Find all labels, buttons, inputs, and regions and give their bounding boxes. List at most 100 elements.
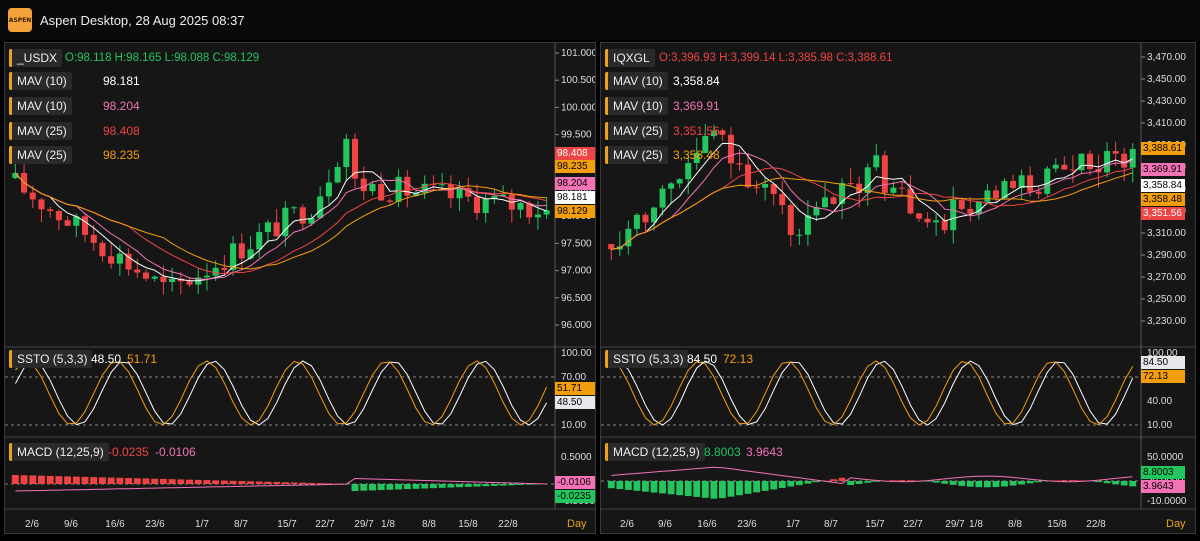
candle-body <box>465 187 472 197</box>
candle-body <box>151 276 158 279</box>
candle-body <box>992 190 999 199</box>
indicator-value: 98.408 <box>103 124 140 138</box>
indicator-tag-ssto[interactable]: SSTO (5,3,3) <box>9 350 93 368</box>
price-axis-label: 100.000 <box>561 102 596 113</box>
candle-body <box>378 184 385 201</box>
candle-body <box>125 253 132 270</box>
price-label-mav25-red: 3,351.56 <box>1141 207 1185 220</box>
indicator-tag-mav10-white[interactable]: MAV (10) <box>9 72 72 90</box>
candle-body <box>668 183 675 189</box>
macd-histogram-bar <box>983 481 991 488</box>
macd-histogram-bar <box>421 484 429 489</box>
indicator-tag-mav10-pink[interactable]: MAV (10) <box>9 97 72 115</box>
candle-body <box>116 253 123 264</box>
macd-histogram-bar <box>386 484 394 490</box>
candle-body <box>633 214 640 229</box>
macd-histogram-bar <box>1026 481 1034 484</box>
macd-histogram-bar <box>29 475 37 484</box>
ssto-d-value: 72.13 <box>723 352 754 366</box>
date-axis-label: 29/7 <box>945 519 965 530</box>
candle-body <box>108 256 115 264</box>
candle-body <box>1121 153 1128 168</box>
macd-histogram-bar <box>1069 480 1077 481</box>
macd-histogram-bar <box>804 481 812 484</box>
candle-body <box>736 163 743 165</box>
macd-histogram-bar <box>889 480 897 481</box>
macd-signal-label: 3.9643 <box>1141 480 1185 493</box>
macd-histogram-bar <box>1120 481 1128 486</box>
timeframe-label[interactable]: Day <box>567 518 587 530</box>
ssto-axis-label: 70.00 <box>561 372 586 383</box>
macd-histogram-bar <box>1078 480 1085 481</box>
macd-value: 8.8003 <box>704 445 741 459</box>
indicator-tag-macd[interactable]: MACD (12,25,9) <box>9 443 109 461</box>
macd-value-label: 8.8003 <box>1141 466 1185 479</box>
macd-axis-label: 0.5000 <box>561 452 592 463</box>
macd-axis-label: 50.0000 <box>1147 452 1184 463</box>
symbol-tag[interactable]: _USDX <box>9 49 63 67</box>
indicator-value: 98.181 <box>103 74 140 88</box>
ssto-d-value: 51.71 <box>127 352 158 366</box>
macd-histogram-bar <box>907 480 914 481</box>
candle-body <box>1129 149 1136 168</box>
symbol-tag[interactable]: IQXGL <box>605 49 655 67</box>
candle-body <box>142 272 150 279</box>
indicator-tag-macd[interactable]: MACD (12,25,9) <box>605 443 705 461</box>
macd-signal-value: -0.0106 <box>155 445 196 459</box>
candle-body <box>975 201 982 214</box>
candle-body <box>456 187 463 199</box>
macd-histogram-bar <box>795 481 803 486</box>
macd-histogram-bar <box>490 484 498 486</box>
indicator-tag-mav25-orange[interactable]: MAV (25) <box>9 146 72 164</box>
macd-histogram-bar <box>11 475 19 484</box>
chart-canvas-usdx[interactable]: 101.000100.500100.00099.50099.00098.5009… <box>5 43 596 534</box>
candle-body <box>796 234 803 236</box>
indicator-tag-ssto[interactable]: SSTO (5,3,3) <box>605 350 689 368</box>
candle-body <box>1086 153 1093 170</box>
candle-body <box>212 267 219 276</box>
macd-histogram-bar <box>813 481 820 483</box>
macd-histogram-bar <box>464 484 472 487</box>
macd-histogram-bar <box>456 484 464 488</box>
candle-body <box>325 182 332 197</box>
candle-body <box>676 179 683 184</box>
indicator-tag-mav25-red[interactable]: MAV (25) <box>9 122 72 140</box>
macd-histogram-bar <box>898 480 906 481</box>
candle-body <box>500 194 507 197</box>
ssto-k-label: 84.50 <box>1141 356 1185 369</box>
chart-panel-iqxgl[interactable]: 3,470.003,450.003,430.003,410.003,390.00… <box>600 42 1196 534</box>
date-axis-label: 29/7 <box>354 519 374 530</box>
candle-body <box>933 220 940 223</box>
indicator-tag-mav25-red[interactable]: MAV (25) <box>605 122 668 140</box>
timeframe-label[interactable]: Day <box>1166 518 1186 530</box>
candle-body <box>99 242 106 257</box>
macd-histogram-bar <box>1060 480 1068 481</box>
price-axis-label: 97.000 <box>561 266 592 277</box>
macd-histogram-bar <box>438 484 446 488</box>
candle-body <box>12 172 19 179</box>
price-label-mav25-orange: 98.235 <box>555 160 595 173</box>
date-axis-label: 23/6 <box>145 519 165 530</box>
date-axis-label: 1/7 <box>786 519 800 530</box>
candle-body <box>958 199 965 209</box>
candle-body <box>1104 151 1111 173</box>
ssto-axis-label: 10.00 <box>1147 420 1172 431</box>
candle-body <box>967 208 974 214</box>
macd-histogram-bar <box>949 481 957 485</box>
indicator-tag-mav25-orange[interactable]: MAV (25) <box>605 146 668 164</box>
ohlc-low: L:3,385.98 <box>778 52 833 64</box>
indicator-value: 3,369.91 <box>673 99 720 113</box>
candle-body <box>1027 175 1034 192</box>
chart-canvas-iqxgl[interactable]: 3,470.003,450.003,430.003,410.003,390.00… <box>601 43 1196 534</box>
date-axis-label: 2/6 <box>620 519 634 530</box>
indicator-tag-mav10-pink[interactable]: MAV (10) <box>605 97 668 115</box>
macd-histogram-bar <box>676 481 684 496</box>
moving-average-line <box>611 152 1133 250</box>
chart-panel-usdx[interactable]: 101.000100.500100.00099.50099.00098.5009… <box>4 42 596 534</box>
candle-body <box>395 176 402 202</box>
price-axis-label: 3,250.00 <box>1147 294 1186 305</box>
macd-histogram-bar <box>316 483 324 484</box>
indicator-tag-mav10-white[interactable]: MAV (10) <box>605 72 668 90</box>
candle-body <box>813 207 820 216</box>
macd-histogram-bar <box>992 481 1000 488</box>
